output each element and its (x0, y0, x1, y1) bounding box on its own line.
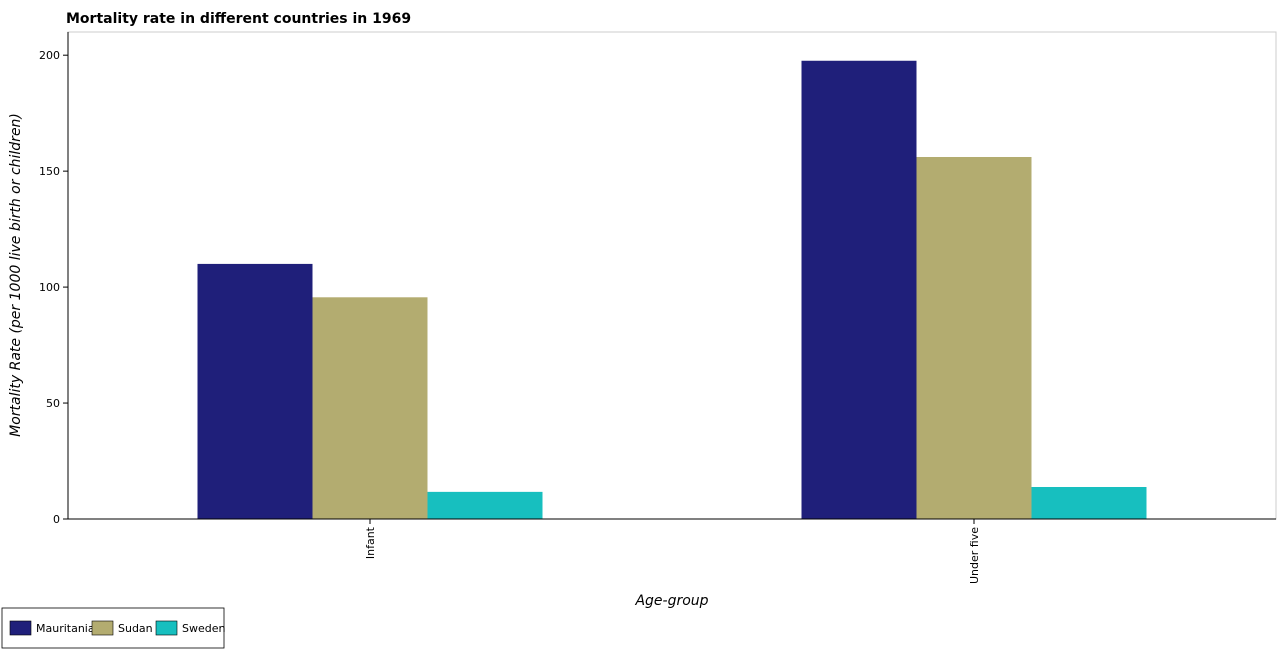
bar-mauritania-infant (197, 263, 313, 519)
y-tick-label: 150 (39, 165, 60, 178)
bar-sweden-infant (427, 491, 543, 519)
y-axis-label: Mortality Rate (per 1000 live birth or c… (8, 113, 24, 437)
y-tick-label: 100 (39, 281, 60, 294)
legend-swatch-sweden (155, 620, 178, 636)
bar-sudan-infant (312, 297, 428, 519)
legend-swatch-mauritania (9, 620, 32, 636)
x-tick-label: Under five (968, 527, 981, 584)
x-axis-label: Age-group (634, 593, 708, 609)
bar-mauritania-under-five (801, 60, 917, 519)
chart-title: Mortality rate in different countries in… (66, 11, 411, 27)
y-tick-label: 50 (46, 397, 60, 410)
legend-label-sudan: Sudan (118, 622, 153, 635)
legend-label-mauritania: Mauritania (36, 622, 95, 635)
y-tick-label: 200 (39, 49, 60, 62)
legend: Mauritania Sudan Sweden (1, 607, 225, 649)
legend-label-sweden: Sweden (182, 622, 225, 635)
y-tick-label: 0 (53, 513, 60, 526)
legend-swatch-sudan (91, 620, 114, 636)
x-tick-label: Infant (364, 526, 377, 559)
bar-sweden-under-five (1031, 486, 1147, 519)
bar-sudan-under-five (916, 156, 1032, 519)
